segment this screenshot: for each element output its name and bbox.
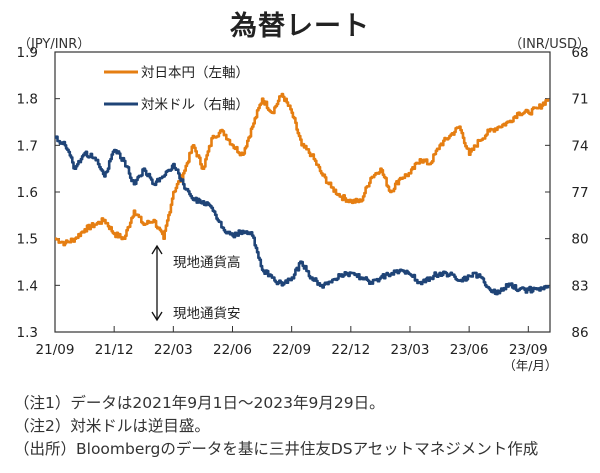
annotation-up-label: 現地通貨高 (173, 254, 241, 271)
plot-frame (54, 51, 551, 333)
x-axis-tick-label: 23/09 (509, 342, 548, 358)
legend-label-usd: 対米ドル（右軸） (141, 97, 249, 113)
direction-annotation: 現地通貨高 現地通貨安 (151, 244, 241, 322)
series-layer (54, 92, 550, 296)
arrow-up-head (151, 244, 163, 255)
series-line-jpy (54, 92, 550, 247)
right-axis-tick-label: 68 (571, 45, 588, 61)
left-axis-tick-label: 1.7 (17, 138, 38, 154)
x-axis-tick-label: 22/09 (272, 342, 311, 358)
right-axis-tick-label: 86 (571, 325, 588, 341)
left-axis-tick-label: 1.3 (17, 325, 38, 341)
x-axis-tick-label: 23/06 (450, 342, 489, 358)
axes: 1.9 1.8 1.7 1.6 1.5 1.4 1.3 68 71 74 77 80 83 86 21/09… (17, 45, 589, 373)
footnote-2: （注2）対米ドルは逆目盛。 (14, 417, 210, 435)
right-axis-tick-label: 77 (571, 185, 588, 201)
x-axis-tick-label: 22/12 (331, 342, 370, 358)
x-axis-unit-label: （年/月） (503, 358, 557, 373)
right-axis-tick-label: 74 (571, 138, 588, 154)
series-line-usd (54, 135, 550, 296)
right-axis-tick-label: 80 (571, 232, 588, 248)
footnotes: （注1）データは2021年9月1日～2023年9月29日。 （注2）対米ドルは逆… (14, 392, 538, 461)
right-axis-unit-label: （INR/USD） (509, 37, 590, 52)
left-axis-tick-label: 1.4 (17, 278, 38, 294)
left-axis-tick-label: 1.9 (17, 45, 38, 61)
left-axis-tick-label: 1.6 (17, 185, 38, 201)
arrow-down-head (151, 311, 163, 322)
footnote-1: （注1）データは2021年9月1日～2023年9月29日。 (14, 394, 385, 412)
legend: 対日本円（左軸） 対米ドル（右軸） (104, 65, 249, 113)
chart-title: 為替レート (230, 11, 370, 42)
annotation-down-label: 現地通貨安 (173, 305, 241, 322)
left-axis-tick-label: 1.8 (17, 92, 38, 108)
x-axis-tick-label: 22/03 (154, 342, 193, 358)
x-axis-tick-label: 21/09 (36, 342, 75, 358)
source-note: （出所）Bloombergのデータを基に三井住友DSアセットマネジメント作成 (14, 440, 539, 458)
x-axis-tick-label: 23/03 (391, 342, 430, 358)
right-axis-tick-label: 71 (571, 92, 588, 108)
left-axis-tick-label: 1.5 (17, 232, 38, 248)
right-axis-tick-label: 83 (571, 278, 588, 294)
x-axis-tick-label: 21/12 (95, 342, 134, 358)
left-axis-unit-label: （JPY/INR） (18, 37, 91, 52)
legend-label-jpy: 対日本円（左軸） (141, 65, 249, 81)
fx-rate-chart: 1.9 1.8 1.7 1.6 1.5 1.4 1.3 68 71 74 77 80 83 86 21/09… (17, 45, 589, 373)
x-axis-tick-label: 22/06 (213, 342, 252, 358)
